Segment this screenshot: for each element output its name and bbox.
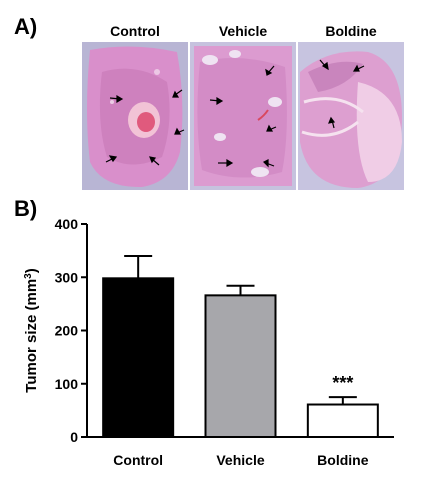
y-axis-label: Tumor size (mm3): [23, 268, 41, 392]
y-tick-label: 300: [55, 269, 79, 285]
caption-control: Control: [110, 23, 160, 39]
caption-vehicle: Vehicle: [218, 23, 268, 39]
panel-b-label: B): [14, 196, 38, 221]
y-tick-label: 200: [55, 323, 79, 339]
x-tick-label: Boldine: [317, 452, 369, 468]
bar-vehicle: [204, 294, 277, 439]
bar-boldine: [306, 403, 379, 438]
x-tick-label: Vehicle: [216, 452, 264, 468]
x-tick-label: Control: [113, 452, 163, 468]
caption-boldine: Boldine: [325, 23, 377, 39]
histology-image-boldine: [298, 42, 404, 190]
y-tick-label: 400: [55, 216, 79, 232]
y-tick-label: 0: [70, 429, 78, 445]
histology-image-control: [82, 42, 188, 190]
significance-annotation: ***: [332, 373, 353, 393]
bar-control: [102, 277, 175, 438]
y-tick-label: 100: [55, 376, 79, 392]
histology-image-vehicle: [190, 42, 296, 190]
panel-a-label: A): [14, 14, 38, 39]
